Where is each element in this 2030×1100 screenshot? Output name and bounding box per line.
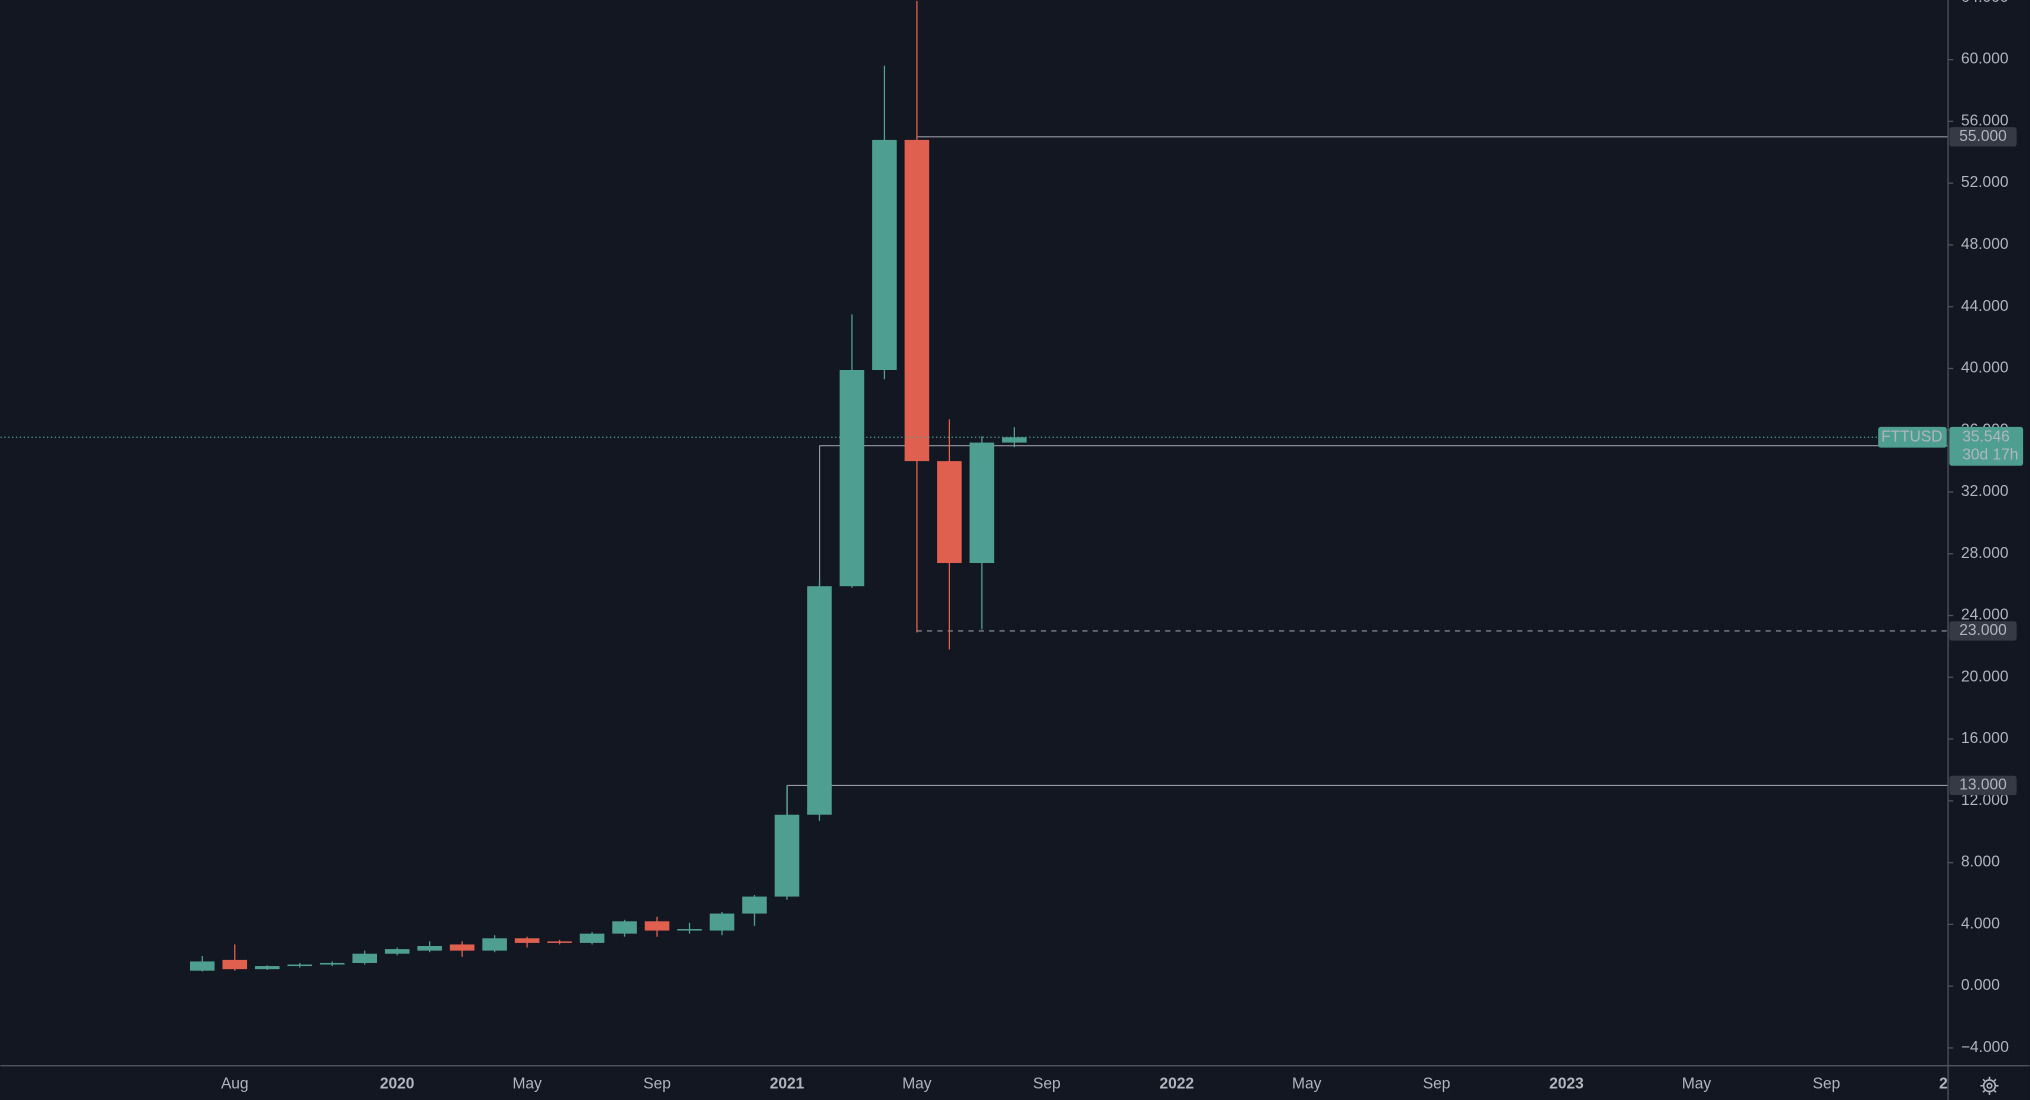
y-tick-label: 4.000 [1961,915,2000,932]
y-tick-label: 40.000 [1961,360,2009,377]
candle-body [222,959,248,970]
candle-body [774,814,800,897]
candle-body [709,913,735,931]
countdown-label: 30d 17h [1962,446,2018,463]
candle-body [514,938,540,943]
candle-body [937,461,962,564]
x-tick-label: May [1292,1076,1322,1093]
candle-body [904,139,930,462]
candle-body [839,369,865,587]
candle-body [190,961,215,971]
symbol-label: FTTUSD [1881,428,1942,445]
candle-body [547,941,572,943]
candle-body [254,966,280,970]
candle-body [612,921,637,934]
y-tick-label: 44.000 [1961,298,2009,315]
x-tick-label: 2024 [1939,1076,1974,1093]
level-label: 55.000 [1959,128,2007,145]
level-badge [1949,775,2017,796]
y-tick-label: 48.000 [1961,236,2009,253]
x-tick-label: 2022 [1159,1076,1194,1093]
y-axis: −4.000 0.000 4.000 8.000 12.000 16.000 20.000 2… [1878,0,2024,1056]
candle-body [417,945,442,951]
x-tick-label: 2020 [380,1076,415,1093]
settings-icon[interactable] [1980,1076,1999,1095]
y-tick-label: 20.000 [1961,668,2009,685]
candle-body [807,586,832,815]
x-tick-label: Sep [1813,1076,1841,1093]
y-tick-label: 32.000 [1961,483,2009,500]
x-tick-label: Sep [1033,1076,1061,1093]
y-tick-label: 0.000 [1961,977,2000,994]
candle-body [742,896,767,914]
candle-body [449,944,475,951]
x-tick-label: 2021 [770,1076,805,1093]
x-tick-label: May [512,1076,542,1093]
y-tick-label: 28.000 [1961,545,2009,562]
level-badge [1949,621,2017,641]
level-badge [1949,127,2017,147]
y-tick-label: 60.000 [1961,51,2009,68]
y-tick-label: 64.000 [1961,0,2009,6]
candle-body [579,933,605,943]
y-tick-label: −4.000 [1961,1039,2009,1056]
x-axis: Aug 2020 May Sep 2021 May Sep 2022 May Sep 2023 May… [221,1076,1974,1093]
x-tick-label: Aug [221,1076,249,1093]
price-label: 35.546 [1962,428,2009,445]
candle-body [644,921,670,931]
candle-body [287,964,313,967]
symbol-badge [1878,426,1947,448]
plot-area [0,0,1949,972]
candle-body [384,949,410,954]
candle-body [1002,437,1027,443]
candle-body [872,139,897,370]
y-tick-label: 8.000 [1961,854,2000,871]
y-tick-label: 56.000 [1961,112,2009,129]
x-tick-label: 2023 [1549,1076,1584,1093]
y-tick-label: 52.000 [1961,174,2009,191]
x-tick-label: May [902,1076,932,1093]
candle-body [482,938,507,951]
x-tick-label: May [1682,1076,1712,1093]
candle-body [969,442,995,564]
y-tick-label: 24.000 [1961,607,2009,624]
x-tick-label: Sep [643,1076,671,1093]
x-tick-label: Sep [1423,1076,1451,1093]
candle-body [319,962,345,965]
y-tick-label: 12.000 [1961,792,2009,809]
price-badge [1949,426,2024,466]
y-tick-label: 16.000 [1961,730,2009,747]
candle-body [352,953,377,963]
level-label: 13.000 [1959,776,2007,793]
level-label: 23.000 [1959,622,2007,639]
candle-body [677,929,702,931]
